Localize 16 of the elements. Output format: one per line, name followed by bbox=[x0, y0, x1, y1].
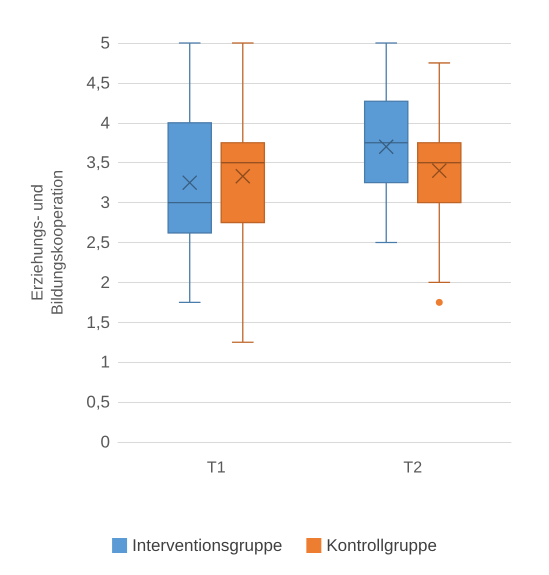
legend-label: Interventionsgruppe bbox=[132, 536, 282, 555]
y-tick-label: 2,5 bbox=[86, 233, 110, 252]
x-tick-label: T2 bbox=[403, 460, 422, 476]
y-tick-label: 2 bbox=[100, 272, 110, 292]
y-tick-label: 1 bbox=[100, 352, 110, 372]
y-tick-label: 0 bbox=[100, 432, 110, 452]
y-axis-title: Erziehungs- und Bildungskooperation bbox=[30, 170, 66, 315]
y-tick-label: 3 bbox=[100, 193, 110, 212]
legend-label: Kontrollgruppe bbox=[326, 536, 437, 555]
y-tick-label: 4,5 bbox=[86, 73, 110, 92]
y-tick-label: 3,5 bbox=[86, 153, 110, 172]
y-tick-label: 0,5 bbox=[86, 392, 110, 412]
y-tick-label: 4 bbox=[100, 113, 110, 132]
y-tick-label: 1,5 bbox=[86, 312, 110, 332]
x-tick-label: T1 bbox=[206, 460, 226, 476]
y-tick-label: 5 bbox=[100, 34, 110, 52]
